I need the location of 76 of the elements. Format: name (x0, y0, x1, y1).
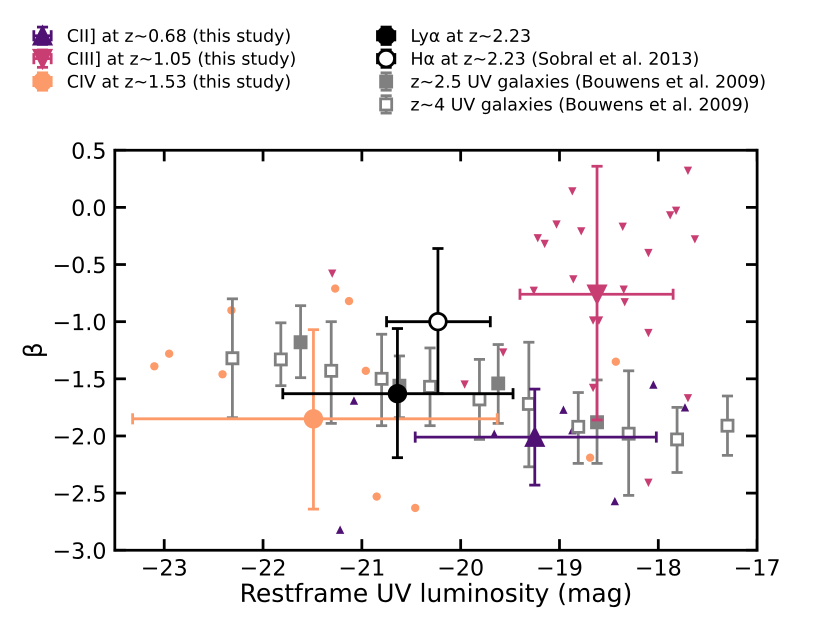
point (372, 492, 381, 501)
legend-label: z∼2.5 UV galaxies (Bouwens et al. 2009) (411, 74, 765, 92)
point (672, 206, 680, 215)
y-axis-title: β (22, 344, 47, 356)
point (620, 286, 628, 294)
y-tick-label: −2.0 (54, 428, 106, 445)
x-tick-label: −17 (736, 559, 779, 576)
y-tick-label: −1.0 (54, 314, 106, 330)
legend-label: Hα at z∼2.23 (Sobral et al. 2013) (412, 52, 698, 68)
point (680, 403, 690, 412)
point (540, 240, 549, 248)
point (644, 248, 653, 258)
point (344, 296, 354, 306)
point (225, 351, 240, 366)
point (374, 372, 389, 386)
point (670, 432, 684, 446)
x-tick-label: −18 (637, 558, 680, 576)
point (331, 284, 340, 293)
legend-label: CII] at z∼0.68 (this study) (68, 28, 290, 46)
point (559, 406, 568, 414)
point (690, 235, 700, 244)
x-tick-label: −22 (242, 558, 284, 576)
point (328, 270, 336, 278)
point (150, 362, 159, 370)
point (666, 211, 674, 220)
point (720, 418, 734, 433)
legend-label: z∼4 UV galaxies (Bouwens et al. 2009) (411, 97, 748, 114)
point (498, 348, 508, 357)
point (552, 220, 561, 229)
point (568, 187, 576, 196)
x-tick-label: −23 (143, 558, 186, 576)
x-tick-label: −20 (440, 558, 483, 576)
point (218, 370, 227, 378)
point (388, 384, 408, 404)
y-tick-label: 0.5 (72, 142, 105, 159)
point (294, 335, 308, 350)
point (649, 380, 658, 389)
legend-label: Lyα at z∼2.23 (412, 28, 530, 46)
y-tick-label: −0.5 (54, 256, 105, 274)
point (684, 166, 692, 175)
point (304, 409, 324, 429)
point (571, 420, 586, 434)
point (620, 298, 629, 306)
point (586, 454, 594, 462)
x-tick-label: −21 (340, 558, 384, 576)
point (350, 396, 358, 405)
point (428, 312, 448, 332)
point (684, 394, 692, 402)
point (587, 284, 607, 304)
legend-label: CIII] at z∼1.05 (this study) (68, 52, 295, 68)
point (644, 478, 653, 487)
point (594, 316, 604, 325)
x-tick-label: −19 (538, 558, 582, 576)
point (612, 358, 620, 366)
point (274, 352, 288, 366)
point (534, 234, 542, 242)
point (460, 380, 469, 389)
point (324, 364, 338, 378)
point (336, 526, 344, 534)
point (618, 222, 627, 231)
point (577, 227, 586, 236)
point (491, 376, 506, 390)
point (423, 380, 437, 394)
point (411, 504, 420, 512)
y-tick-label: −2.5 (54, 485, 105, 502)
point (569, 275, 578, 284)
point (165, 350, 174, 358)
y-tick-label: −3.0 (54, 542, 106, 560)
point (610, 496, 619, 506)
point (362, 366, 370, 375)
legend-label: CIV at z∼1.53 (this study) (68, 74, 290, 92)
y-tick-label: −1.5 (54, 371, 105, 388)
point (525, 427, 545, 447)
x-axis-title: Restframe UV luminosity (mag) (242, 582, 630, 608)
point (644, 328, 653, 338)
y-tick-label: 0.0 (72, 199, 106, 216)
